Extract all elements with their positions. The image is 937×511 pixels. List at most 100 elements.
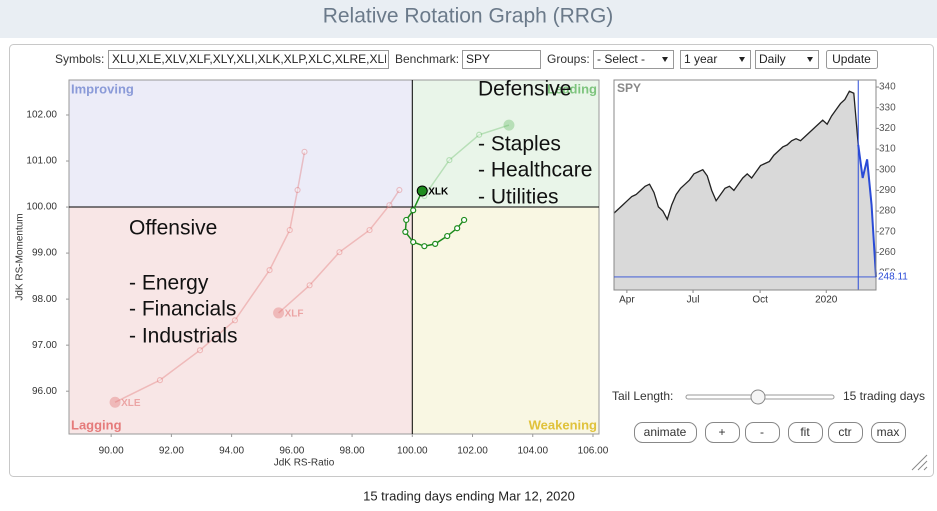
quadrant-label: Improving [71,81,134,96]
slider-handle[interactable] [750,389,766,405]
tail-point [410,207,417,214]
tail-point [231,317,239,324]
button-label: - [760,425,764,439]
symbols-input[interactable] [108,50,389,69]
last-value-label: 248.11 [878,272,908,283]
y-tick-label: 98.00 [32,294,57,305]
x-tick-label: 104.00 [517,446,548,457]
tail-head[interactable] [109,396,121,408]
button[interactable] [705,422,740,443]
control-label: Symbols: [55,52,104,66]
price-line-tail [857,144,877,278]
dropdown-arrow [662,57,668,62]
y-tick-label: 100.00 [26,202,57,213]
quadrant [412,207,599,434]
annotation: - Energy [129,272,209,295]
tail-head[interactable] [273,307,285,319]
tail-point [306,282,313,289]
y-tick-label: 101.00 [26,156,57,167]
button-label: ctr [838,425,851,439]
tail-line [423,124,510,197]
tail-point [454,225,461,232]
y-tick-label: 96.00 [32,386,57,397]
x-tick-label: Jul [687,295,700,306]
dropdown-arrow [807,57,813,62]
tail-point [402,228,409,236]
y-tick-label: 102.00 [26,110,57,121]
annotation: - Financials [129,298,236,321]
annotation: - Industrials [129,325,238,348]
benchmark-input-text: SPY [466,52,490,66]
tail-point [476,131,483,138]
quadrant [412,80,599,208]
button[interactable] [828,422,863,443]
tail-point [336,249,343,256]
button[interactable] [788,422,823,443]
annotation: Defensive [478,78,571,101]
button-label: + [718,425,725,439]
x-tick-label: 2020 [815,295,838,306]
price-plot-border [613,79,877,291]
groups-select[interactable] [593,50,674,69]
tail-point [286,226,293,234]
y-tick-label: 340 [879,82,896,93]
tail-point [444,232,451,240]
tail-point [266,267,273,274]
quadrant-label: Weakening [529,417,597,432]
tail-head[interactable] [503,119,515,131]
button[interactable] [871,422,906,443]
x-tick-label: Apr [619,295,635,306]
tail-point [396,186,403,194]
tail-length-label: Tail Length: [612,389,673,403]
annotation: - Utilities [478,186,559,209]
button[interactable] [745,422,780,443]
series-label: XLF [285,309,304,320]
symbols-input-text: XLU,XLE,XLV,XLF,XLY,XLI,XLK,XLP,XLC,XLRE… [112,52,392,66]
x-tick-label: 100.00 [397,446,428,457]
tail-point [432,240,439,247]
x-tick-label: 106.00 [578,446,609,457]
tail-point [156,377,164,384]
x-tick-label: 102.00 [457,446,488,457]
period-select-text: 1 year [684,52,717,66]
y-tick-label: 290 [879,185,896,196]
update-button-text: Update [832,52,871,66]
button[interactable] [634,422,697,443]
y-tick-label: 99.00 [32,248,57,259]
x-tick-label: 90.00 [99,446,124,457]
x-tick-label: 92.00 [159,446,184,457]
groups-select-text: - Select - [597,52,645,66]
annotation: Offensive [129,217,217,240]
control-label: Benchmark: [395,52,459,66]
y-tick-label: 300 [879,164,896,175]
plot-border [68,79,600,435]
update-button[interactable] [826,50,878,69]
annotation: - Staples [478,133,561,156]
quadrant [69,80,413,208]
y-tick-label: 260 [879,247,896,258]
title-bar [0,0,937,38]
series-label: XLE [121,398,141,409]
control-label: Groups: [547,52,590,66]
y-tick-label: 320 [879,123,896,134]
tail-point [460,216,468,224]
price-area [614,91,876,291]
tail-point [386,202,393,209]
y-tick-label: 97.00 [32,340,57,351]
annotation: - Healthcare [478,159,592,182]
resize-grip[interactable] [911,454,928,471]
period-select[interactable] [680,50,751,69]
tail-point [446,156,453,164]
y-tick-label: 310 [879,144,896,155]
price-title: SPY [617,81,641,95]
tail-point [421,243,428,250]
frequency-select[interactable] [755,50,819,69]
quadrant-label: Leading [547,81,597,96]
quadrant [69,207,413,434]
x-axis-label: JdK RS-Ratio [274,458,335,469]
tail-head[interactable] [416,185,428,197]
benchmark-input[interactable] [462,50,541,69]
page-title: Relative Rotation Graph (RRG) [323,5,614,28]
tail-point [301,148,308,155]
